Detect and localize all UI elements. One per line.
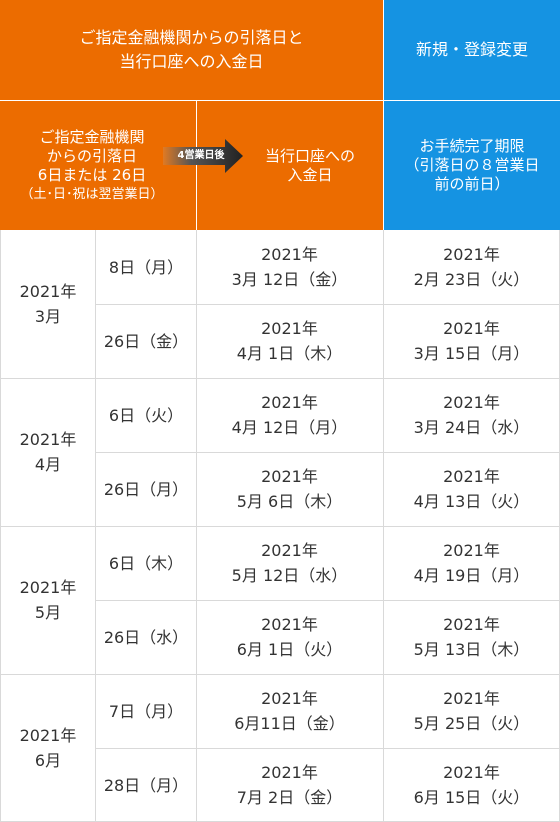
deposit-date-cell: 2021年 6月11日（金） (196, 674, 383, 748)
header-divider (0, 100, 560, 101)
withdrawal-day-cell: 6日（火） (96, 378, 196, 452)
header-withdrawal-deposit-title: ご指定金融機関からの引落日と 当行口座への入金日 (0, 0, 383, 100)
deposit-date-cell: 2021年 6月 1日（火） (196, 600, 383, 674)
grid-line (95, 230, 96, 822)
header-withdrawal-date: ご指定金融機関 からの引落日 6日または 26日 （土･日･祝は翌営業日） (0, 101, 196, 230)
header-completion-deadline-label: お手続完了期限 (419, 137, 525, 155)
deadline-cell: 2021年 2月 23日（火） (383, 230, 560, 304)
month-cell: 2021年 4月 (0, 378, 96, 526)
header-withdrawal-date-label: ご指定金融機関 からの引落日 6日または 26日 (37, 127, 147, 184)
deadline-cell: 2021年 5月 25日（火） (383, 674, 560, 748)
header-completion-deadline: お手続完了期限 （引落日の８営業日 前の前日） (384, 101, 560, 230)
arrow-right-icon (163, 139, 243, 173)
grid-line (0, 526, 560, 527)
header-new-registration-change: 新規・登録変更 (384, 0, 560, 100)
deposit-date-cell: 2021年 3月 12日（金） (196, 230, 383, 304)
grid-line (96, 748, 560, 749)
deadline-cell: 2021年 6月 15日（火） (383, 748, 560, 822)
grid-line (0, 674, 560, 675)
deposit-date-cell: 2021年 4月 12日（月） (196, 378, 383, 452)
grid-line (383, 230, 384, 822)
deposit-date-cell: 2021年 7月 2日（金） (196, 748, 383, 822)
month-cell: 2021年 5月 (0, 526, 96, 674)
withdrawal-day-cell: 26日（金） (96, 304, 196, 378)
withdrawal-day-cell: 8日（月） (96, 230, 196, 304)
withdrawal-day-cell: 26日（水） (96, 600, 196, 674)
grid-line (96, 304, 560, 305)
header-completion-deadline-note: （引落日の８営業日 前の前日） (404, 156, 540, 193)
withdrawal-day-cell: 28日（月） (96, 748, 196, 822)
deadline-cell: 2021年 4月 19日（月） (383, 526, 560, 600)
withdrawal-day-cell: 26日（月） (96, 452, 196, 526)
withdrawal-day-cell: 7日（月） (96, 674, 196, 748)
deadline-cell: 2021年 3月 24日（水） (383, 378, 560, 452)
month-cell: 2021年 6月 (0, 674, 96, 822)
deposit-date-cell: 2021年 5月 12日（水） (196, 526, 383, 600)
month-cell: 2021年 3月 (0, 230, 96, 378)
deposit-date-cell: 2021年 5月 6日（木） (196, 452, 383, 526)
header-divider (196, 101, 197, 230)
grid-line (0, 378, 560, 379)
deposit-date-cell: 2021年 4月 1日（木） (196, 304, 383, 378)
deadline-cell: 2021年 4月 13日（火） (383, 452, 560, 526)
grid-line (96, 600, 560, 601)
grid-line (196, 230, 197, 822)
deadline-cell: 2021年 5月 13日（木） (383, 600, 560, 674)
deadline-cell: 2021年 3月 15日（月） (383, 304, 560, 378)
arrow-label: 4営業日後 (177, 150, 225, 161)
withdrawal-day-cell: 6日（木） (96, 526, 196, 600)
grid-line (0, 230, 1, 822)
grid-line (96, 452, 560, 453)
header-withdrawal-date-note: （土･日･祝は翌営業日） (20, 186, 164, 202)
header-divider (383, 0, 384, 230)
